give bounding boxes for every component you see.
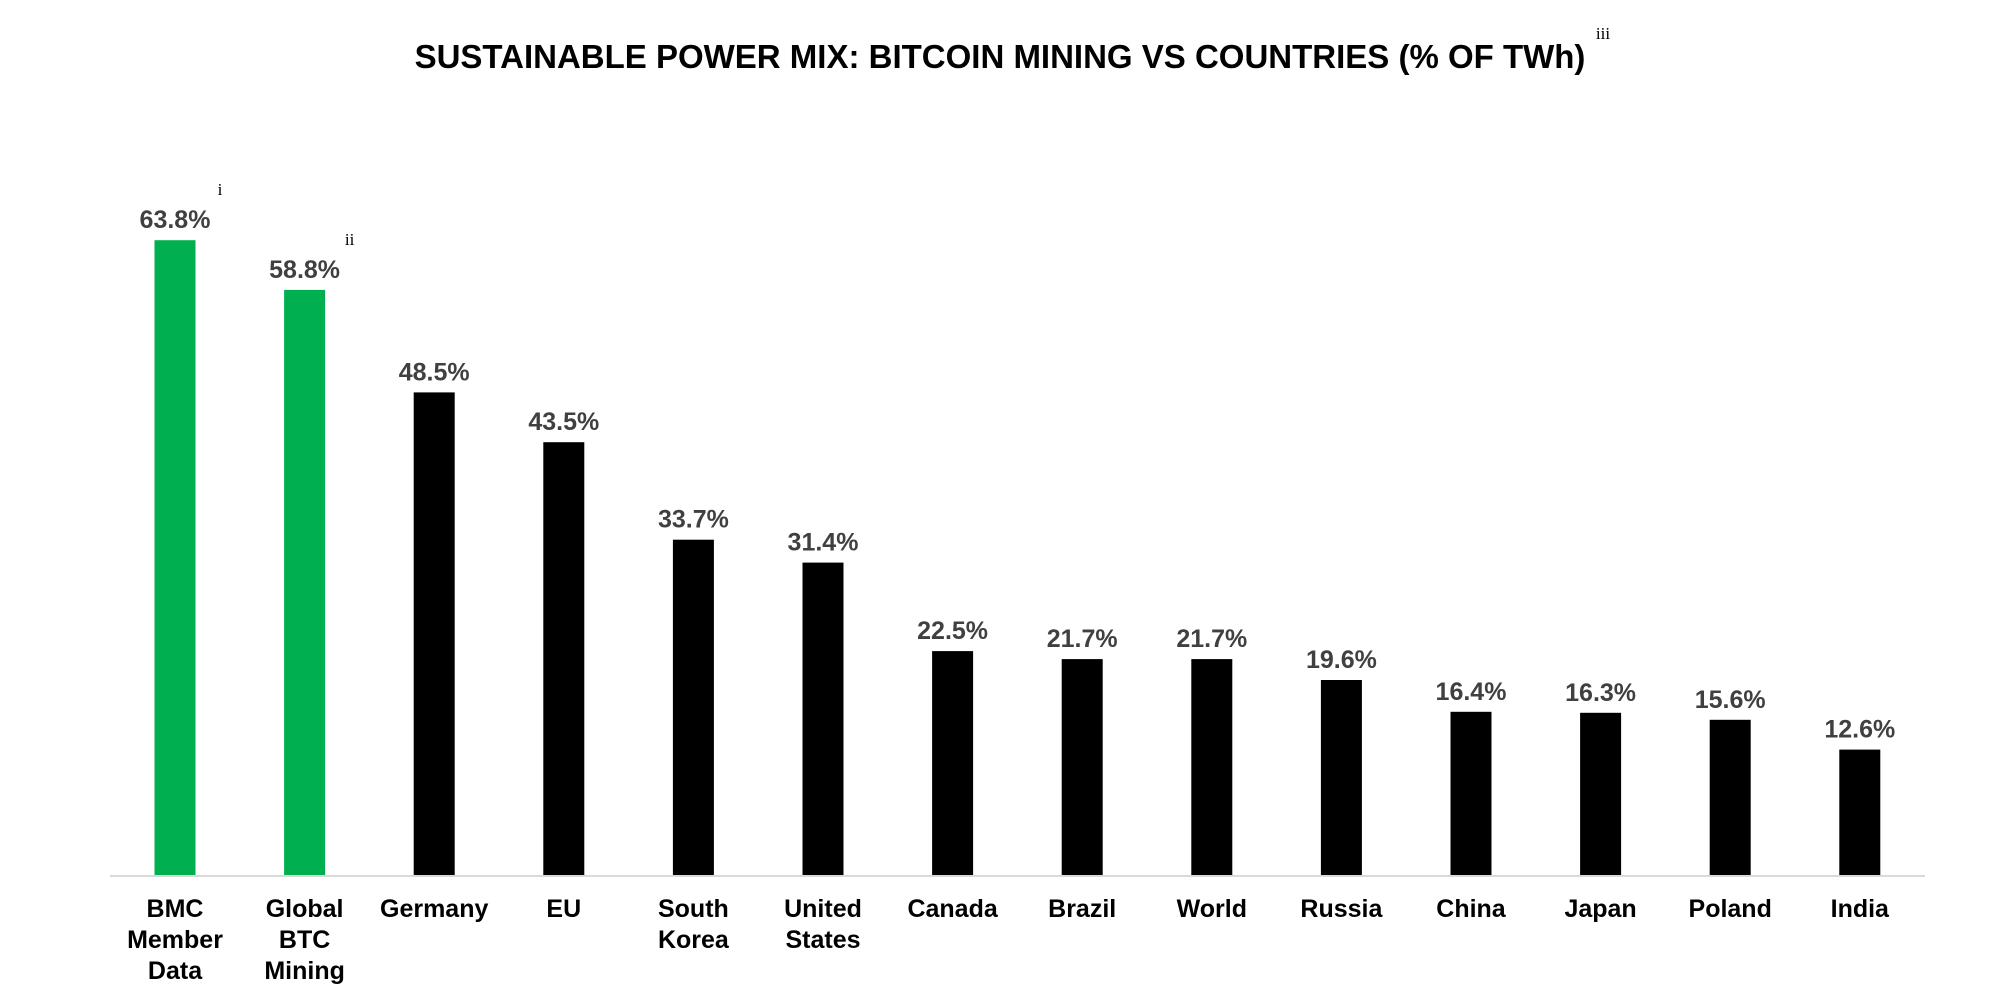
value-label-united-states: 31.4% xyxy=(788,529,859,557)
bar-russia xyxy=(1320,680,1362,875)
category-label-line: Poland xyxy=(1689,895,1772,923)
category-labels: BMC Member Data Global BTC Mining Germany EU Sou… xyxy=(127,895,1890,985)
category-label-line: Mining xyxy=(264,957,345,985)
bar-eu xyxy=(543,442,585,875)
bar-brazil xyxy=(1061,659,1103,875)
category-label-china: China xyxy=(1436,895,1507,923)
bar-japan xyxy=(1580,712,1622,875)
category-label-united-states: United States xyxy=(784,895,862,954)
footnote-bmc-member-data: i xyxy=(218,180,223,199)
category-label-line: States xyxy=(785,926,860,954)
category-label-india: India xyxy=(1831,895,1890,923)
category-label-line: BMC xyxy=(147,895,204,923)
chart-title: SUSTAINABLE POWER MIX: BITCOIN MINING VS… xyxy=(415,38,1586,75)
value-label-poland: 15.6% xyxy=(1695,686,1766,714)
value-label-eu: 43.5% xyxy=(528,408,599,436)
bar-india xyxy=(1839,749,1881,875)
category-label-line: Canada xyxy=(907,895,998,923)
category-label-japan: Japan xyxy=(1564,895,1636,923)
bar-global-btc-mining xyxy=(284,289,326,875)
value-label-china: 16.4% xyxy=(1436,678,1507,706)
category-label-eu: EU xyxy=(546,895,581,923)
category-label-brazil: Brazil xyxy=(1048,895,1116,923)
value-label-world: 21.7% xyxy=(1176,625,1247,653)
category-label-line: Member xyxy=(127,926,223,954)
bar-united-states xyxy=(802,562,844,875)
category-label-poland: Poland xyxy=(1689,895,1772,923)
category-label-line: India xyxy=(1831,895,1890,923)
value-label-india: 12.6% xyxy=(1824,716,1895,744)
value-label-japan: 16.3% xyxy=(1565,679,1636,707)
category-label-line: Data xyxy=(148,957,203,985)
category-label-line: BTC xyxy=(279,926,330,954)
bar-south-korea xyxy=(672,539,714,875)
category-label-canada: Canada xyxy=(907,895,998,923)
category-label-line: Global xyxy=(266,895,344,923)
bar-china xyxy=(1450,711,1492,875)
category-label-russia: Russia xyxy=(1300,895,1383,923)
value-label-global-btc-mining: 58.8% xyxy=(269,256,340,284)
bar-canada xyxy=(932,651,974,875)
category-label-global-btc-mining: Global BTC Mining xyxy=(264,895,345,985)
value-label-canada: 22.5% xyxy=(917,617,988,645)
category-label-bmc-member-data: BMC Member Data xyxy=(127,895,223,985)
category-label-line: United xyxy=(784,895,862,923)
category-label-south-korea: South Korea xyxy=(658,895,730,954)
category-label-line: South xyxy=(658,895,729,923)
value-label-brazil: 21.7% xyxy=(1047,625,1118,653)
category-label-line: Russia xyxy=(1300,895,1383,923)
bar-bmc-member-data xyxy=(154,240,196,875)
footnote-global-btc-mining: ii xyxy=(345,230,355,249)
category-label-line: China xyxy=(1436,895,1507,923)
bars xyxy=(154,240,1881,875)
value-label-russia: 19.6% xyxy=(1306,646,1377,674)
value-label-germany: 48.5% xyxy=(399,358,470,386)
category-label-germany: Germany xyxy=(380,895,488,923)
bar-germany xyxy=(413,392,455,875)
category-label-line: World xyxy=(1177,895,1247,923)
category-label-world: World xyxy=(1177,895,1247,923)
value-label-bmc-member-data: 63.8% xyxy=(140,206,211,234)
category-label-line: Japan xyxy=(1564,895,1636,923)
bar-world xyxy=(1191,659,1233,875)
value-labels: 63.8% i 58.8% ii 48.5% 43.5% 33.7% 31.4% 22.5% 21… xyxy=(140,180,1896,743)
category-label-line: EU xyxy=(546,895,581,923)
chart-title-footnote: iii xyxy=(1596,24,1610,43)
bar-poland xyxy=(1709,719,1751,875)
category-label-line: Korea xyxy=(658,926,730,954)
value-label-south-korea: 33.7% xyxy=(658,506,729,534)
category-label-line: Brazil xyxy=(1048,895,1116,923)
category-label-line: Germany xyxy=(380,895,488,923)
